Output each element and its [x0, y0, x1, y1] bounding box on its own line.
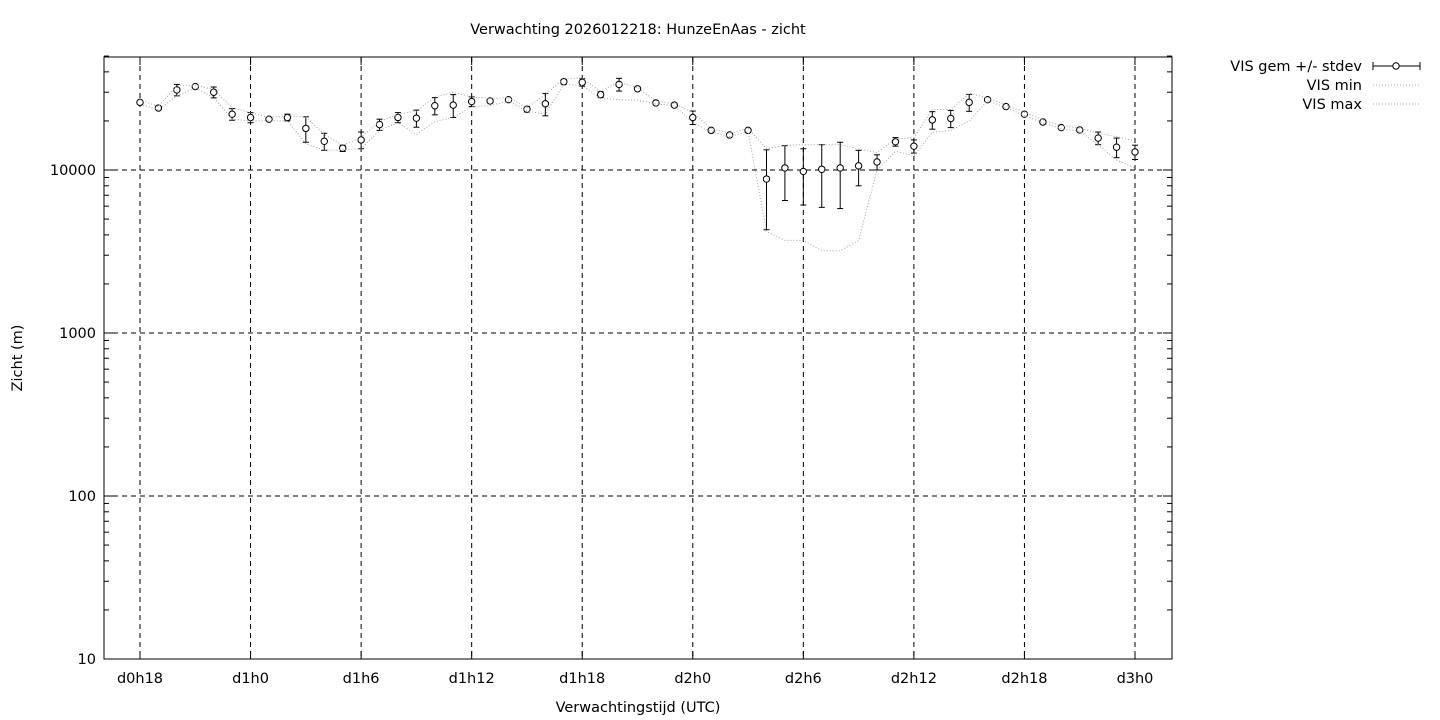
x-tick-labels: d0h18 d1h0 d1h6 d1h12 d1h18 d2h0 d2h6 d2h12 d2h1… [117, 671, 1153, 687]
data-point [136, 98, 144, 107]
data-point [781, 164, 789, 172]
data-point [173, 86, 181, 94]
data-point [449, 101, 457, 109]
data-point [965, 98, 973, 107]
legend-label: VIS min [1307, 78, 1362, 94]
data-point [947, 114, 955, 123]
series-0 [136, 77, 1139, 231]
x-tick-label: d2h0 [674, 671, 711, 687]
data-point [836, 164, 844, 172]
data-point [818, 165, 826, 173]
data-point [596, 90, 605, 99]
data-point [983, 95, 992, 104]
data-point [486, 97, 494, 105]
plot-border [103, 56, 1173, 660]
grid-lines [104, 57, 1172, 659]
y-tick-label: 1000 [59, 326, 96, 342]
data-point [302, 124, 310, 133]
data-point [1112, 143, 1121, 151]
x-tick-label: d1h18 [559, 671, 605, 687]
legend-label: VIS gem +/- stdev [1230, 59, 1362, 75]
x-tick-label: d2h6 [785, 671, 822, 687]
x-tick-label: d1h6 [343, 671, 380, 687]
axis-ticks [104, 55, 1172, 660]
data-point [799, 167, 808, 176]
chart-title: Verwachting 2026012218: HunzeEnAas - zic… [470, 22, 806, 38]
data-point [744, 126, 752, 135]
data-point [191, 82, 199, 91]
data-point [873, 158, 881, 166]
data-point [928, 116, 937, 124]
data-point [265, 115, 273, 123]
legend-swatch-marker [1392, 62, 1400, 70]
data-point [357, 136, 365, 144]
data-point [1094, 134, 1102, 142]
legend-label: VIS max [1302, 97, 1362, 113]
data-point [246, 113, 255, 122]
data-point [1002, 102, 1010, 111]
data-point [689, 113, 697, 122]
y-tick-label: 10 [78, 652, 96, 668]
data-point [467, 97, 476, 106]
x-axis-label: Verwachtingstijd (UTC) [556, 700, 721, 716]
data-point [228, 110, 236, 118]
series-line [139, 77, 1136, 154]
data-point [762, 175, 771, 183]
data-point [615, 80, 623, 89]
x-tick-label: d2h12 [891, 671, 937, 687]
data-point [375, 120, 384, 129]
series-1 [139, 83, 1136, 252]
series-layer [136, 77, 1139, 252]
data-point [283, 113, 292, 122]
x-tick-label: d2h18 [1001, 671, 1047, 687]
data-point [578, 78, 586, 87]
data-point [725, 131, 734, 139]
data-point [891, 138, 900, 146]
data-point [854, 162, 863, 170]
data-point [1039, 118, 1047, 126]
series-line [139, 83, 1136, 252]
y-axis-label: Zicht (m) [10, 325, 26, 392]
y-tick-label: 100 [68, 489, 96, 505]
data-point [910, 142, 918, 150]
y-tick-label: 10000 [50, 163, 96, 179]
legend: VIS gem +/- stdev VIS min VIS max [1230, 59, 1421, 113]
data-point [1131, 148, 1139, 156]
data-point [338, 144, 347, 152]
x-tick-label: d1h12 [449, 671, 495, 687]
x-tick-label: d0h18 [117, 671, 163, 687]
data-point [320, 137, 328, 145]
x-tick-label: d3h0 [1117, 671, 1154, 687]
data-point [541, 100, 550, 108]
series-2 [139, 77, 1136, 154]
data-point [412, 114, 421, 122]
data-point [431, 102, 439, 110]
data-point [210, 88, 218, 96]
data-point [1076, 126, 1084, 134]
y-tick-labels: 10 100 1000 10000 [50, 163, 96, 668]
data-point [633, 85, 642, 93]
x-tick-label: d1h0 [232, 671, 269, 687]
